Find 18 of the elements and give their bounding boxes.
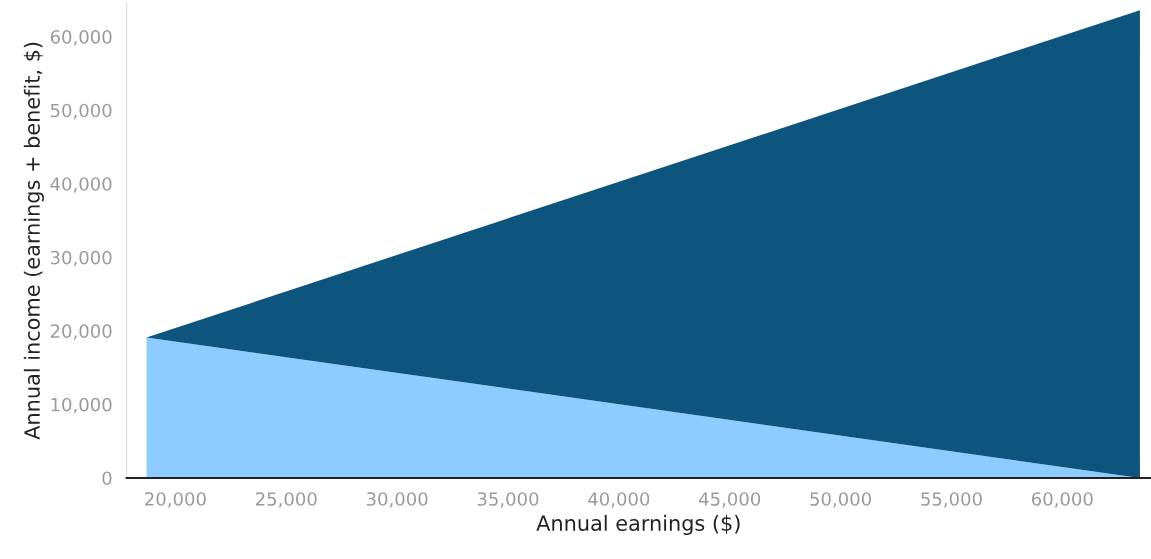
x-tick-label: 35,000 — [477, 492, 539, 508]
x-tick-label: 45,000 — [699, 492, 761, 508]
y-tick-label: 20,000 — [50, 324, 112, 340]
x-tick-label: 60,000 — [1031, 492, 1093, 508]
x-tick-label: 25,000 — [255, 492, 317, 508]
y-tick-label: 30,000 — [50, 250, 112, 267]
x-tick-label: 55,000 — [921, 492, 982, 508]
x-tick-label: 20,000 — [145, 492, 206, 508]
x-tick-label: 30,000 — [366, 492, 428, 508]
y-tick-label: 0 — [102, 471, 112, 486]
x-tick-label: 50,000 — [810, 492, 871, 508]
x-tick-label: 40,000 — [588, 492, 650, 508]
y-tick-label: 10,000 — [51, 397, 112, 414]
y-tick-label: 60,000 — [50, 30, 112, 46]
y-tick-label: 40,000 — [50, 177, 112, 193]
x-axis-title: Annual earnings ($) — [536, 514, 740, 536]
y-tick-label: 50,000 — [50, 103, 112, 120]
y-axis-title: Annual income (earnings + benefit, $) — [23, 42, 44, 440]
